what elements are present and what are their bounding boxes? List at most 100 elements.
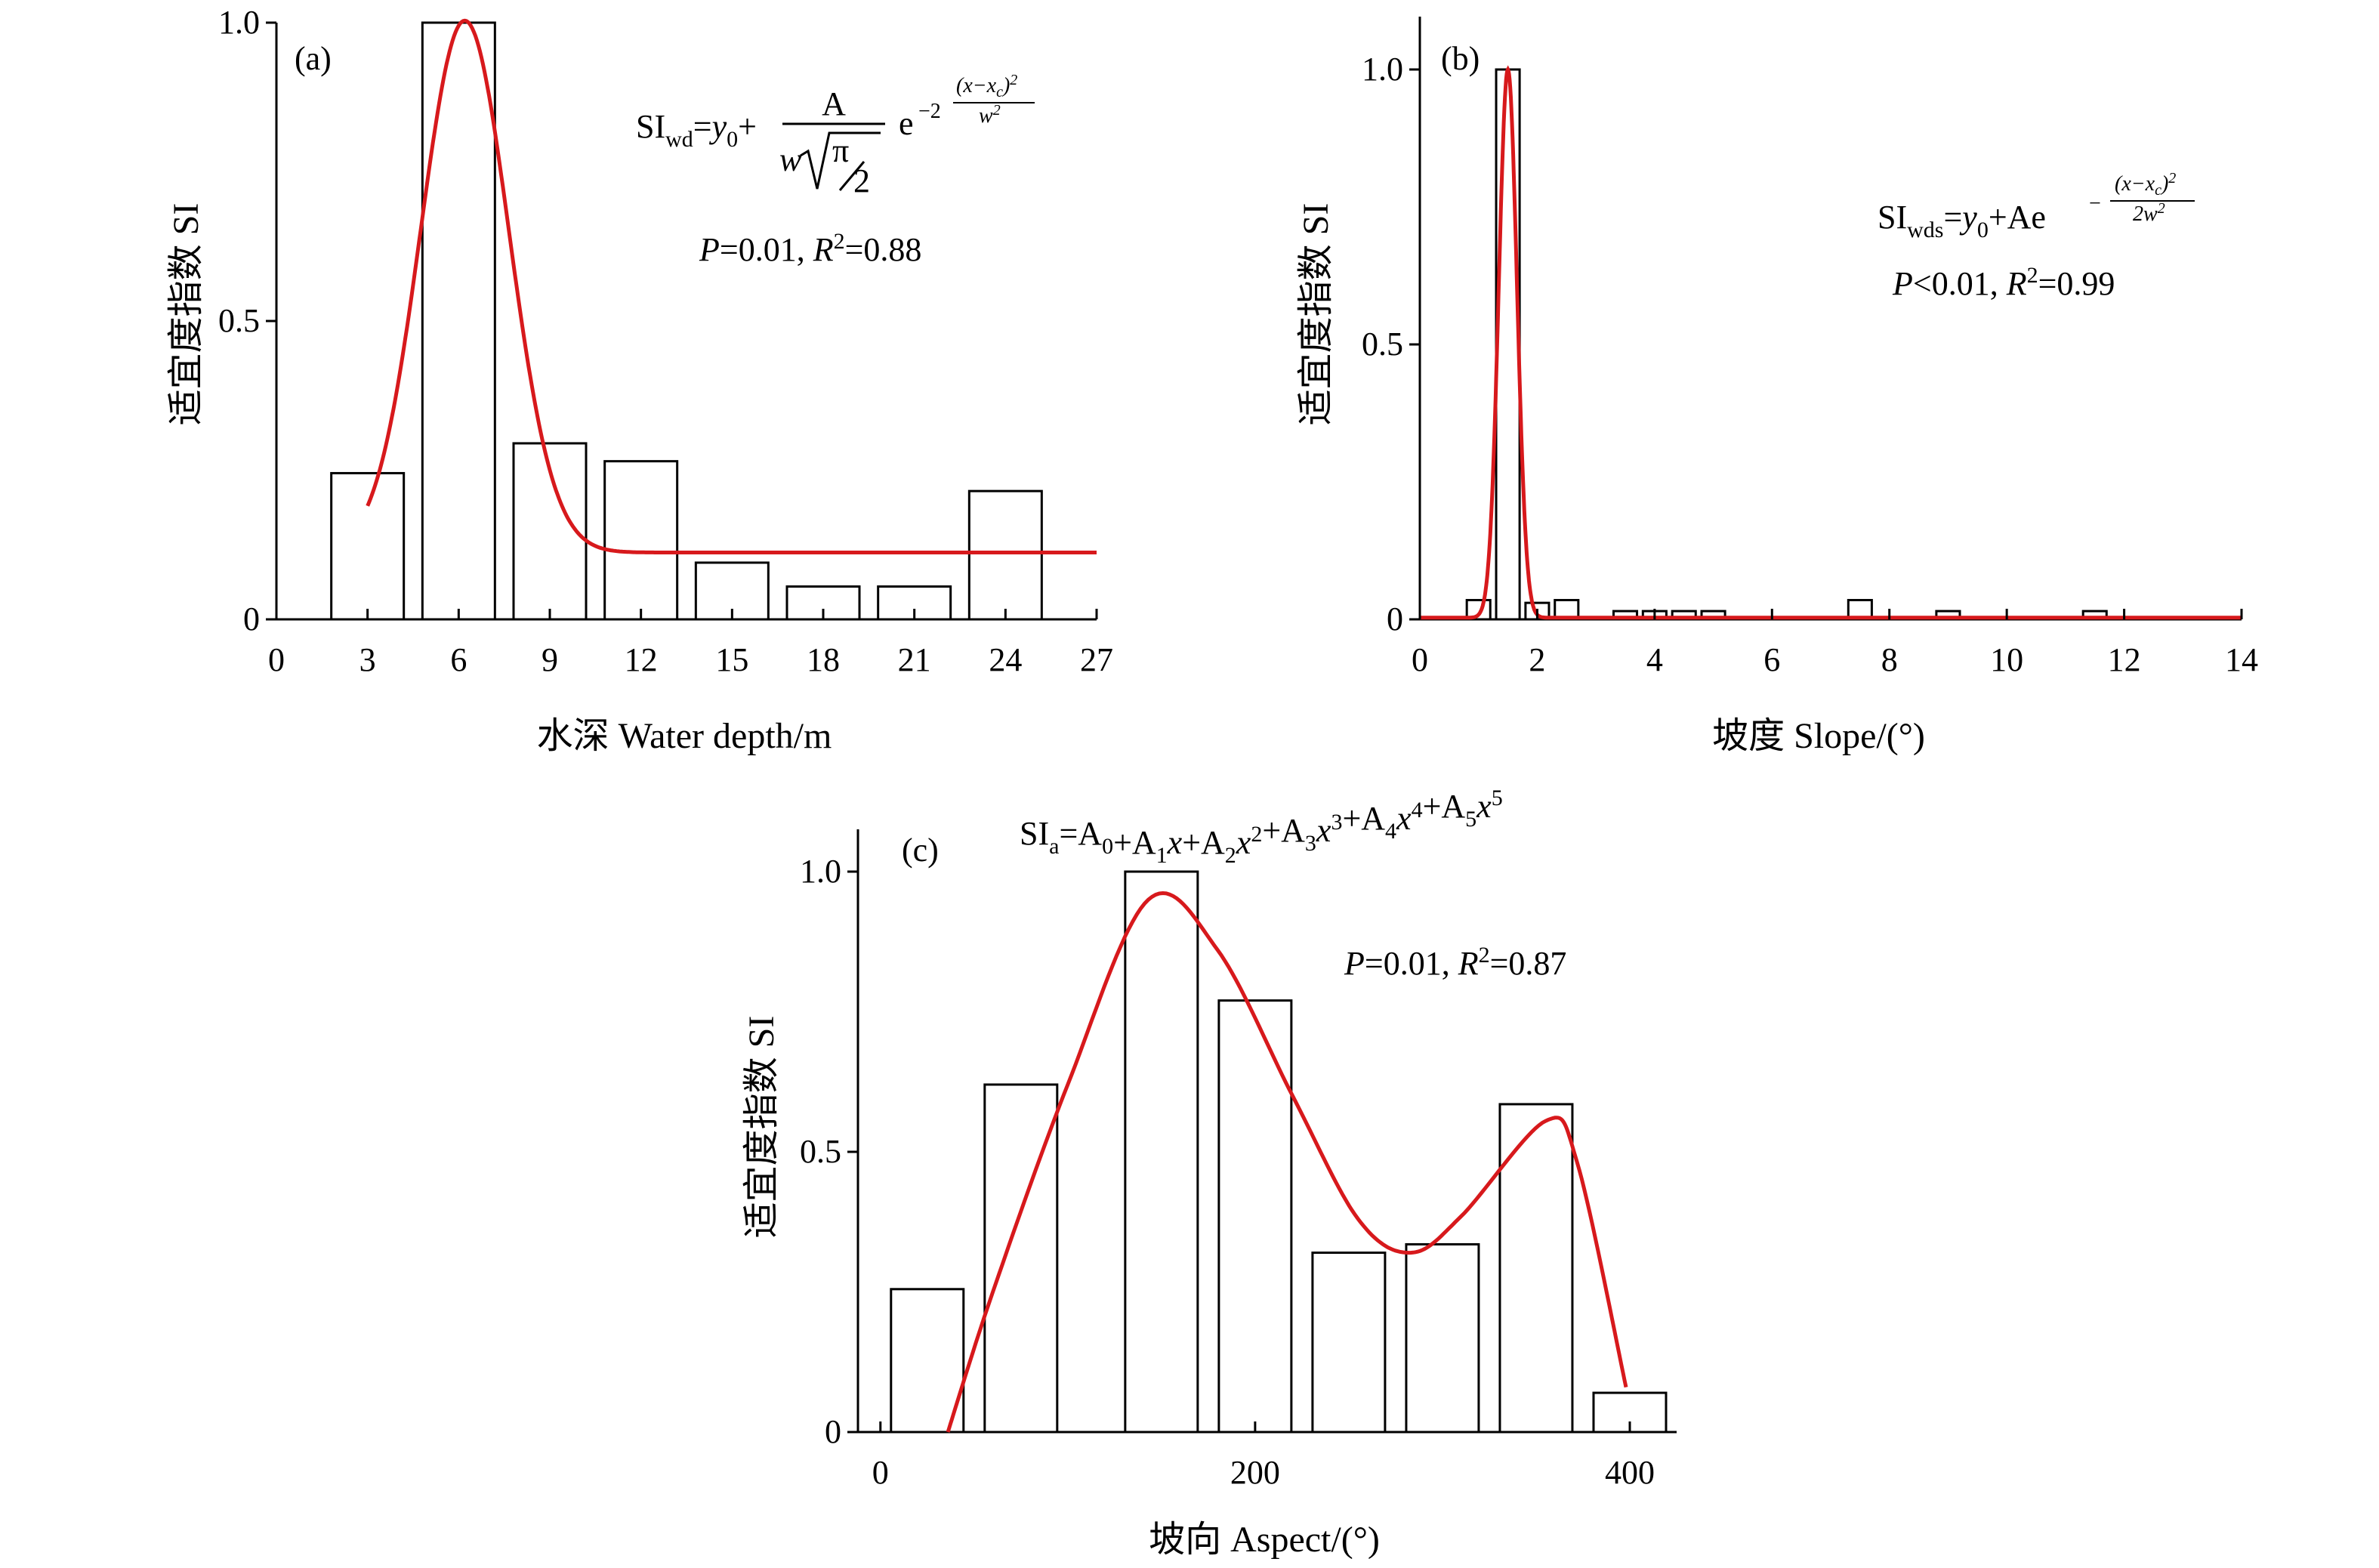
- panel-c-formula: SIa=A0+A1x+A2x2+A3x3+A4x4+A5x5: [1020, 786, 1503, 868]
- panel-b-y-ticks: 0 0.5 1.0: [1362, 51, 1420, 637]
- panel-c-y-ticks: 0 0.5 1.0: [800, 853, 858, 1450]
- formula-c-term-sub: 0: [1102, 834, 1113, 859]
- svg-text:2w2: 2w2: [2133, 200, 2165, 226]
- panel-c-x-ticks: 0 200 400: [872, 1421, 1655, 1491]
- panel-a-y-ticks: 0 0.5 1.0: [218, 4, 276, 637]
- formula-a-den-w: w: [779, 141, 802, 178]
- formula-b-y0-sub: 0: [1977, 218, 1989, 242]
- formula-a-plus: +: [738, 108, 757, 145]
- panel-b-fit-curve: [1420, 65, 2242, 620]
- svg-text:SIwds=y0+Ae: SIwds=y0+Ae: [1878, 199, 2046, 242]
- y-tick-label: 0.5: [1362, 326, 1403, 363]
- formula-a-lhs: SI: [636, 108, 665, 145]
- x-tick-label: 12: [625, 641, 658, 678]
- panel-a-stats: P=0.01, R2=0.88: [699, 229, 921, 268]
- formula-a-y0: y: [709, 108, 727, 145]
- panel-a: 0 3 6 9 12 15 18 21 24 27 0 0.5 1.0 (a) 水深 Water de…: [166, 4, 1113, 756]
- panel-b-formula: SIwds=y0+Ae − (x−xc)2 2w2: [1878, 170, 2195, 242]
- formula-a-den-2: 2: [853, 162, 870, 199]
- formula-c-term-sub: 4: [1385, 819, 1396, 844]
- formula-c-term-coef: +A: [1262, 812, 1305, 849]
- formula-c-term-coef: A: [1078, 815, 1102, 852]
- formula-c-term-x: x: [1476, 788, 1492, 825]
- x-tick-label: 2: [1529, 641, 1545, 678]
- x-tick-label: 200: [1230, 1454, 1280, 1491]
- formula-b-y0: y: [1959, 199, 1977, 236]
- formula-b-eq: =: [1943, 199, 1962, 236]
- formula-c-eq: =: [1059, 815, 1078, 852]
- bar: [1124, 870, 1199, 1434]
- formula-a-exp-num: (x−x: [956, 74, 997, 97]
- formula-a-exp-num-sup: 2: [1010, 72, 1017, 88]
- bar: [890, 1288, 965, 1434]
- bar: [603, 460, 679, 621]
- formula-a-sqrt-sign: [800, 131, 881, 190]
- y-tick-label: 0: [1387, 600, 1403, 637]
- panel-a-ylabel: 适宜度指数 SI: [166, 203, 206, 426]
- y-tick-label: 1.0: [218, 4, 260, 41]
- bar: [1495, 68, 1521, 621]
- x-tick-label: 27: [1080, 641, 1113, 678]
- x-tick-label: 9: [542, 641, 558, 678]
- formula-c-term-x: x: [1236, 824, 1251, 861]
- y-tick-label: 0: [825, 1413, 841, 1450]
- y-tick-label: 1.0: [800, 853, 841, 890]
- formula-c-term-sub: 1: [1156, 843, 1168, 868]
- x-tick-label: 0: [1412, 641, 1428, 678]
- formula-b-exp-num-sup: 2: [2168, 170, 2176, 187]
- panel-c-label: (c): [902, 832, 939, 869]
- formula-a-y0-sub: 0: [727, 127, 738, 152]
- bar: [1311, 1252, 1387, 1434]
- formula-b-ae: Ae: [2007, 199, 2046, 236]
- formula-a-exp-num-close: ): [1001, 74, 1010, 97]
- x-tick-label: 8: [1881, 641, 1898, 678]
- svg-text:(x−xc)2: (x−xc)2: [2115, 170, 2176, 199]
- panel-a-fit-curve: [366, 18, 1097, 554]
- formula-c-term-coef: +A: [1113, 824, 1156, 861]
- formula-b-lhs: SI: [1878, 199, 1907, 236]
- formula-c-term-x: x: [1396, 800, 1412, 837]
- x-tick-label: 6: [450, 641, 467, 678]
- formula-c-term-sup: 5: [1492, 786, 1503, 810]
- x-tick-label: 10: [1990, 641, 2023, 678]
- formula-c-term-sup: 2: [1251, 822, 1262, 847]
- x-tick-label: 0: [872, 1454, 889, 1491]
- y-tick-label: 0: [243, 600, 260, 637]
- x-tick-label: 0: [268, 641, 285, 678]
- x-tick-label: 400: [1605, 1454, 1655, 1491]
- formula-c-term-sub: 3: [1305, 831, 1316, 856]
- panel-b-ylabel: 适宜度指数 SI: [1296, 203, 1336, 426]
- svg-text:w2: w2: [979, 102, 1001, 128]
- formula-b-exp-num-sub: c: [2155, 182, 2161, 199]
- panel-a-bars: [330, 21, 1043, 621]
- y-tick-label: 0.5: [800, 1133, 841, 1170]
- panel-b: 0 2 4 6 8 10 12 14 0 0.5 1.0 (b) 坡度 Slope/(°) 适宜度…: [1296, 17, 2258, 756]
- formula-c-term-coef: +A: [1182, 824, 1225, 861]
- formula-a-slash: [838, 161, 866, 191]
- panel-c-stats: P=0.01, R2=0.87: [1344, 943, 1566, 982]
- x-tick-label: 14: [2225, 641, 2258, 678]
- formula-c-term-sub: 5: [1465, 807, 1476, 832]
- formula-a-eq: =: [693, 108, 712, 145]
- panel-b-xlabel: 坡度 Slope/(°): [1712, 716, 1925, 756]
- formula-a-numerator: A: [822, 85, 846, 122]
- panel-c-bars: [890, 870, 1668, 1434]
- panel-a-label: (a): [295, 40, 332, 77]
- formula-b-exp-den-sup: 2: [2158, 200, 2165, 217]
- x-tick-label: 3: [359, 641, 376, 678]
- formula-a-lhs-sub: wd: [665, 127, 693, 152]
- svg-text:SIwd=y0+: SIwd=y0+: [636, 108, 757, 152]
- x-tick-label: 15: [715, 641, 748, 678]
- formula-c-term-sup: 4: [1412, 798, 1423, 823]
- panel-b-label: (b): [1441, 40, 1480, 77]
- y-tick-label: 1.0: [1362, 51, 1403, 88]
- x-tick-label: 4: [1646, 641, 1663, 678]
- panel-a-formula: SIwd=y0+ A w π 2 e −2 (x−xc)2 w2: [636, 72, 1035, 199]
- formula-b-exp-minus: −: [2089, 192, 2101, 215]
- formula-a-exp-num-sub: c: [996, 84, 1003, 100]
- panel-b-stats: P<0.01, R2=0.99: [1892, 263, 2115, 302]
- formula-b-exp-den: 2w: [2133, 202, 2158, 226]
- x-tick-label: 12: [2108, 641, 2141, 678]
- formula-c-term-coef: +A: [1423, 788, 1466, 825]
